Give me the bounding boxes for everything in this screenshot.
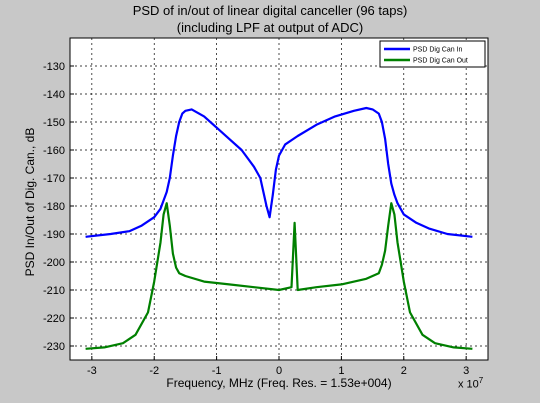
y-tick-label: -180 bbox=[43, 201, 65, 213]
y-tick-label: -170 bbox=[43, 173, 65, 185]
x-tick-label: 2 bbox=[401, 365, 407, 377]
axis-ticks: -3 -2 -1 0 1 2 3 -230 -220 -210 -200 -190 -180 -170 -1… bbox=[43, 61, 469, 377]
x-tick-label: -2 bbox=[149, 365, 159, 377]
y-tick-label: -160 bbox=[43, 145, 65, 157]
chart-title-line2: (including LPF at output of ADC) bbox=[176, 20, 364, 35]
series-line-dig-can-in bbox=[85, 106, 473, 238]
y-tick-label: -220 bbox=[43, 313, 65, 325]
x-axis-label: Frequency, MHz (Freq. Res. = 1.53e+004) bbox=[166, 376, 392, 390]
y-tick-label: -200 bbox=[43, 257, 65, 269]
x-tick-label: -1 bbox=[212, 365, 222, 377]
chart-title-line1: PSD of in/out of linear digital cancelle… bbox=[132, 3, 408, 18]
y-tick-label: -150 bbox=[43, 117, 65, 129]
grid-lines bbox=[70, 38, 488, 360]
x-tick-label: 3 bbox=[463, 365, 469, 377]
y-tick-label: -140 bbox=[43, 89, 65, 101]
y-tick-label: -230 bbox=[43, 341, 65, 353]
x-axis-exponent: x 107 bbox=[458, 376, 483, 391]
x-tick-label: 1 bbox=[338, 365, 344, 377]
x-axis-exponent-base: x 10 bbox=[458, 378, 479, 391]
legend-label: PSD Dig Can In bbox=[413, 47, 463, 54]
y-tick-label: -130 bbox=[43, 61, 65, 73]
legend-box bbox=[379, 40, 486, 68]
x-tick-label: 0 bbox=[276, 365, 282, 377]
legend: PSD Dig Can In PSD Dig Can Out bbox=[379, 40, 486, 68]
y-tick-label: -210 bbox=[43, 285, 65, 297]
x-axis-exponent-power: 7 bbox=[478, 376, 484, 385]
chart-title: PSD of in/out of linear digital cancelle… bbox=[0, 2, 540, 36]
series-line-dig-can-out bbox=[85, 202, 473, 350]
series-layer bbox=[85, 106, 473, 350]
y-tick-label: -190 bbox=[43, 229, 65, 241]
x-tick-label: -3 bbox=[87, 365, 97, 377]
legend-label: PSD Dig Can Out bbox=[413, 58, 468, 65]
